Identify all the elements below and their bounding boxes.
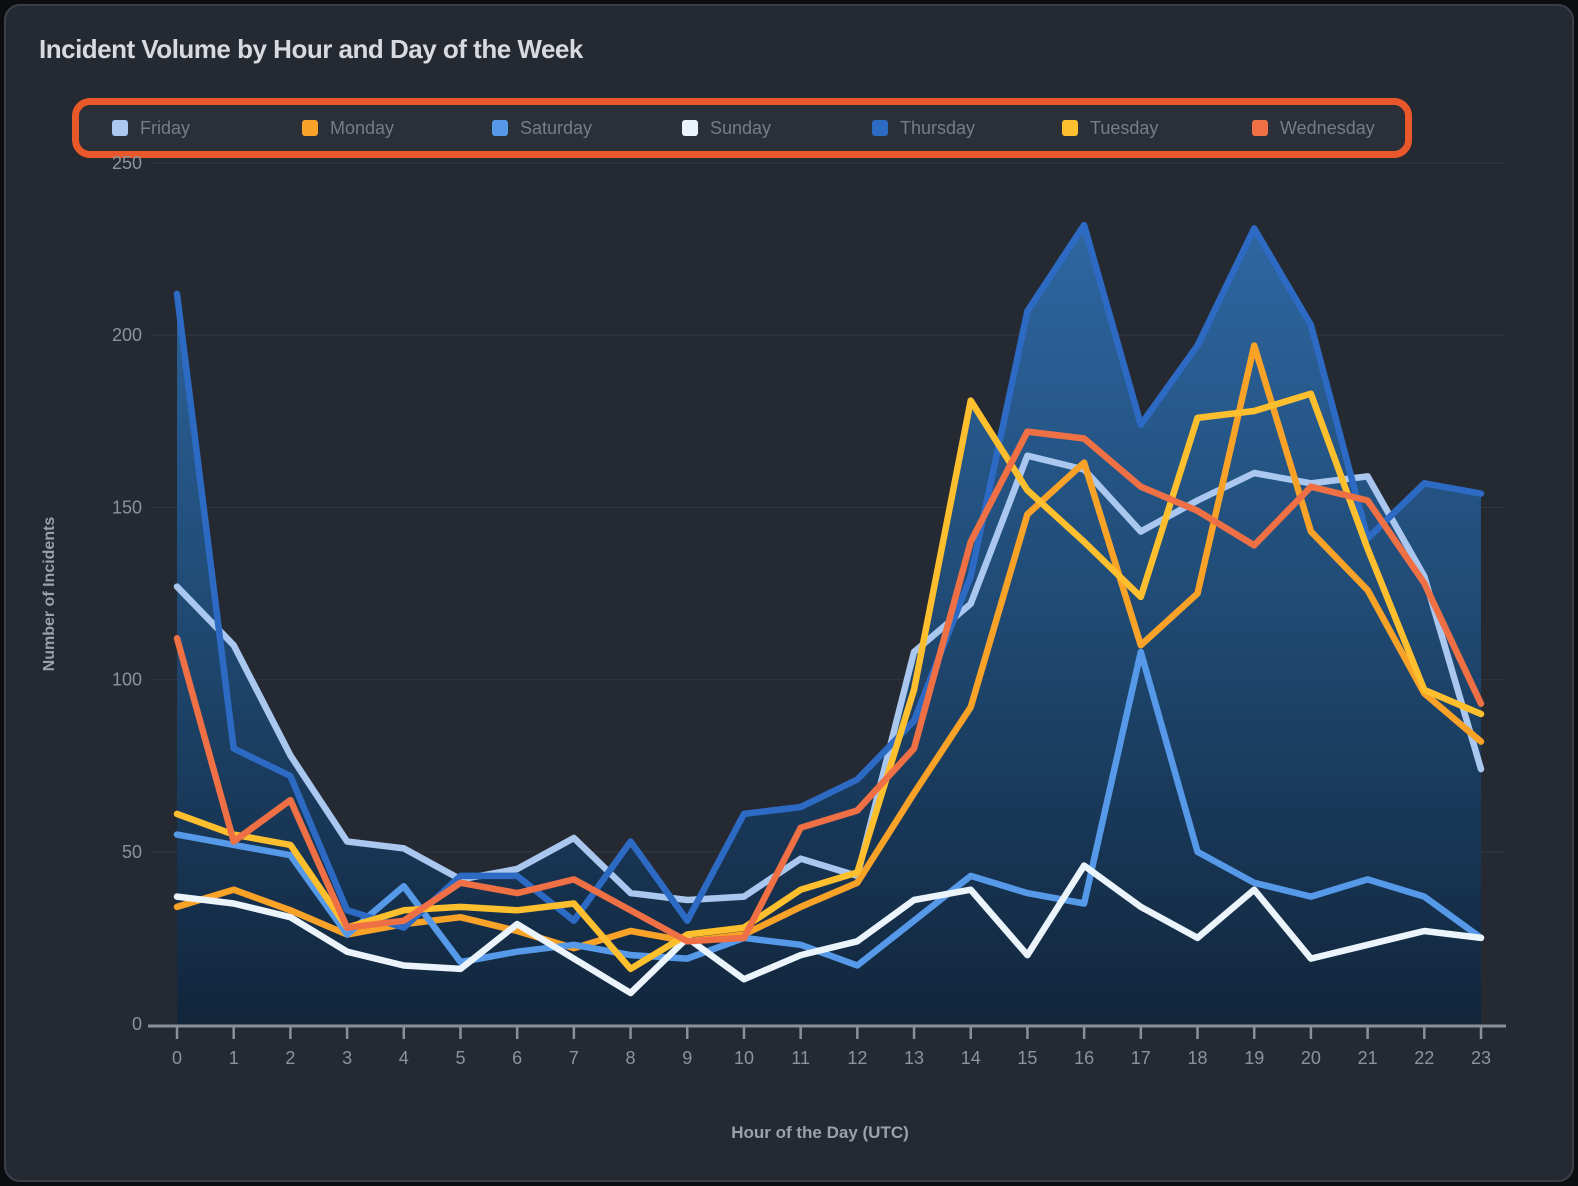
x-tick-label-23: 23 bbox=[1471, 1048, 1491, 1068]
legend-item-wednesday[interactable]: Wednesday bbox=[1252, 118, 1442, 139]
legend-swatch-tuesday bbox=[1062, 120, 1078, 136]
max-envelope-fill bbox=[177, 225, 1481, 1024]
legend-label: Wednesday bbox=[1280, 117, 1375, 138]
x-tick-label-1: 1 bbox=[229, 1048, 239, 1068]
y-axis-title: Number of Incidents bbox=[41, 517, 58, 672]
x-tick-label-8: 8 bbox=[626, 1048, 636, 1068]
legend-label: Thursday bbox=[900, 117, 976, 138]
legend-swatch-monday bbox=[302, 120, 318, 136]
legend-item-saturday[interactable]: Saturday bbox=[492, 118, 682, 139]
x-tick-label-21: 21 bbox=[1358, 1048, 1378, 1068]
y-tick-label-150: 150 bbox=[112, 497, 142, 517]
x-tick-label-20: 20 bbox=[1301, 1048, 1321, 1068]
area-fill bbox=[177, 225, 1481, 1024]
legend-label: Tuesday bbox=[1090, 117, 1159, 138]
legend-item-monday[interactable]: Monday bbox=[302, 118, 492, 139]
x-tick-label-13: 13 bbox=[904, 1048, 924, 1068]
x-tick-label-2: 2 bbox=[285, 1048, 295, 1068]
legend-swatch-thursday bbox=[872, 120, 888, 136]
x-tick-label-6: 6 bbox=[512, 1048, 522, 1068]
x-axis-title: Hour of the Day (UTC) bbox=[731, 1123, 909, 1142]
legend-bar: Friday Monday Saturday Sunday Thursday Tuesda… bbox=[78, 104, 1404, 152]
x-tick-label-4: 4 bbox=[399, 1048, 409, 1068]
legend-swatch-wednesday bbox=[1252, 120, 1268, 136]
chart-title: Incident Volume by Hour and Day of the W… bbox=[39, 34, 583, 64]
x-tick-label-22: 22 bbox=[1414, 1048, 1434, 1068]
legend-item-thursday[interactable]: Thursday bbox=[872, 118, 1062, 139]
y-tick-label-0: 0 bbox=[132, 1014, 142, 1034]
x-tick-label-14: 14 bbox=[961, 1048, 981, 1068]
x-tick-label-12: 12 bbox=[847, 1048, 867, 1068]
x-tick-label-18: 18 bbox=[1188, 1048, 1208, 1068]
chart-card: Incident Volume by Hour and Day of the W… bbox=[4, 4, 1574, 1182]
x-tick-label-11: 11 bbox=[791, 1048, 810, 1068]
series-line-saturday[interactable] bbox=[173, 648, 1485, 969]
series-line-sunday[interactable] bbox=[173, 862, 1485, 997]
legend-item-friday[interactable]: Friday bbox=[112, 118, 302, 139]
legend-swatch-saturday bbox=[492, 120, 508, 136]
series-lines bbox=[173, 221, 1485, 997]
legend-item-tuesday[interactable]: Tuesday bbox=[1062, 118, 1252, 139]
legend-swatch-sunday bbox=[682, 120, 698, 136]
legend-swatch-friday bbox=[112, 120, 128, 136]
x-tick-label-9: 9 bbox=[682, 1048, 692, 1068]
legend-label: Monday bbox=[330, 117, 395, 138]
x-tick-label-19: 19 bbox=[1244, 1048, 1264, 1068]
legend-label: Saturday bbox=[520, 117, 593, 138]
legend-label: Friday bbox=[140, 117, 191, 138]
x-tick-label-17: 17 bbox=[1131, 1048, 1151, 1068]
x-tick-label-3: 3 bbox=[342, 1048, 352, 1068]
series-line-tuesday[interactable] bbox=[173, 390, 1485, 973]
series-line-wednesday[interactable] bbox=[173, 428, 1485, 945]
x-tick-label-7: 7 bbox=[569, 1048, 579, 1068]
x-tick-label-5: 5 bbox=[455, 1048, 465, 1068]
y-tick-label-250: 250 bbox=[112, 153, 142, 173]
x-tick-label-15: 15 bbox=[1017, 1048, 1037, 1068]
y-tick-label-100: 100 bbox=[112, 670, 142, 690]
y-tick-label-200: 200 bbox=[112, 325, 142, 345]
legend-item-sunday[interactable]: Sunday bbox=[682, 118, 872, 139]
x-tick-label-10: 10 bbox=[734, 1048, 754, 1068]
series-line-friday[interactable] bbox=[173, 452, 1485, 904]
x-tick-label-0: 0 bbox=[172, 1048, 182, 1068]
y-tick-label-50: 50 bbox=[122, 842, 142, 862]
legend-label: Sunday bbox=[710, 117, 772, 138]
x-tick-label-16: 16 bbox=[1074, 1048, 1094, 1068]
